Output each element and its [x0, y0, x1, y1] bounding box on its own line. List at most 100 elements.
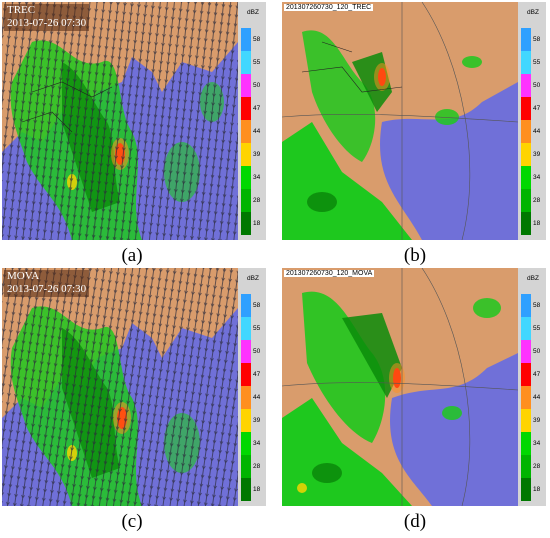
panel-c-title-box: MOVA 2013-07-26 07:30: [4, 270, 90, 297]
colorbar-label: 50: [533, 348, 541, 355]
colorbar-swatch: [241, 340, 251, 363]
colorbar-label: 55: [533, 59, 541, 66]
panel-d-map: 201307260730_120_MOVA: [282, 268, 518, 506]
caption-d: (d): [403, 511, 427, 532]
colorbar-label: 34: [253, 440, 261, 447]
panel-a-map: TREC 2013-07-26 07:30: [2, 2, 238, 240]
panel-d: 201307260730_120_MOVA dBZ 58 55 50 47 44 39 34…: [282, 268, 546, 506]
colorbar-label: 55: [533, 325, 541, 332]
colorbar-label: 58: [533, 302, 541, 309]
colorbar-label: 28: [533, 197, 541, 204]
colorbar-swatch: [521, 409, 531, 432]
caption-b: (b): [403, 245, 427, 266]
colorbar-c: dBZ 58 55 50 47 44 39 34 28 18: [238, 268, 266, 506]
colorbar-swatch: [241, 432, 251, 455]
panel-c-datetime: 2013-07-26 07:30: [7, 283, 87, 295]
panel-b: 201307260730_120_TREC dBZ 58 55 50 47 44 39 34…: [282, 2, 546, 240]
colorbar-swatch: [241, 212, 251, 235]
colorbar-swatch: [521, 478, 531, 501]
colorbar-label: 18: [533, 220, 541, 227]
colorbar-label: 50: [253, 82, 261, 89]
colorbar-swatch: [521, 317, 531, 340]
colorbar-swatch: [521, 166, 531, 189]
colorbar-label: 18: [533, 486, 541, 493]
colorbar-swatch: [241, 478, 251, 501]
colorbar-label: 55: [253, 325, 261, 332]
panel-c-title: MOVA: [7, 270, 40, 282]
colorbar-swatch: [521, 28, 531, 51]
colorbar-swatch: [241, 97, 251, 120]
panel-c-map: MOVA 2013-07-26 07:30: [2, 268, 238, 506]
colorbar-swatch: [241, 74, 251, 97]
colorbar-swatch: [521, 120, 531, 143]
colorbar-swatch: [521, 455, 531, 478]
colorbar-swatch: [521, 386, 531, 409]
colorbar-label: 44: [253, 128, 261, 135]
panel-a-datetime: 2013-07-26 07:30: [7, 17, 87, 29]
panel-b-stamp: 201307260730_120_TREC: [284, 4, 374, 11]
colorbar-swatch: [241, 409, 251, 432]
colorbar-swatch: [241, 455, 251, 478]
caption-c: (c): [121, 511, 143, 532]
colorbar-swatch: [521, 212, 531, 235]
colorbar-label: 58: [253, 36, 261, 43]
colorbar-label: 28: [253, 197, 261, 204]
colorbar-swatch: [521, 294, 531, 317]
colorbar-label: 50: [533, 82, 541, 89]
colorbar-swatch: [521, 432, 531, 455]
colorbar-swatch: [241, 120, 251, 143]
colorbar-label: 28: [253, 463, 261, 470]
colorbar-swatch: [241, 28, 251, 51]
colorbar-swatch: [241, 189, 251, 212]
colorbar-label: 47: [253, 105, 261, 112]
colorbar-swatch: [521, 363, 531, 386]
colorbar-label: 50: [253, 348, 261, 355]
panel-b-map: 201307260730_120_TREC: [282, 2, 518, 240]
colorbar-label: 44: [253, 394, 261, 401]
colorbar-swatch: [241, 386, 251, 409]
colorbar-swatch: [241, 143, 251, 166]
colorbar-swatch: [241, 317, 251, 340]
colorbar-label: 34: [533, 440, 541, 447]
colorbar-swatch: [521, 340, 531, 363]
colorbar-label: 34: [253, 174, 261, 181]
colorbar-label: 58: [533, 36, 541, 43]
panel-d-stamp: 201307260730_120_MOVA: [284, 270, 375, 277]
colorbar-swatch: [241, 166, 251, 189]
colorbar-swatch: [521, 189, 531, 212]
colorbar-unit: dBZ: [247, 9, 259, 16]
colorbar-a: dBZ 58 55 50 47 44 39 34 28 18: [238, 2, 266, 240]
colorbar-label: 18: [253, 220, 261, 227]
colorbar-label: 47: [533, 371, 541, 378]
colorbar-label: 47: [253, 371, 261, 378]
colorbar-label: 39: [533, 417, 541, 424]
colorbar-label: 39: [253, 151, 261, 158]
colorbar-b: dBZ 58 55 50 47 44 39 34 28 18: [518, 2, 546, 240]
colorbar-label: 34: [533, 174, 541, 181]
panel-c: MOVA 2013-07-26 07:30 dBZ 58 55 50 47 44 39 34…: [2, 268, 266, 506]
colorbar-label: 28: [533, 463, 541, 470]
colorbar-unit: dBZ: [527, 9, 539, 16]
colorbar-swatch: [521, 143, 531, 166]
colorbar-label: 44: [533, 128, 541, 135]
colorbar-label: 39: [533, 151, 541, 158]
colorbar-swatch: [241, 363, 251, 386]
colorbar-swatch: [521, 97, 531, 120]
colorbar-swatch: [521, 74, 531, 97]
panel-a-title: TREC: [7, 4, 36, 16]
colorbar-swatch: [241, 294, 251, 317]
colorbar-d: dBZ 58 55 50 47 44 39 34 28 18: [518, 268, 546, 506]
colorbar-label: 47: [533, 105, 541, 112]
colorbar-unit: dBZ: [527, 275, 539, 282]
colorbar-label: 55: [253, 59, 261, 66]
caption-a: (a): [121, 245, 143, 266]
colorbar-swatch: [521, 51, 531, 74]
colorbar-label: 44: [533, 394, 541, 401]
colorbar-label: 39: [253, 417, 261, 424]
colorbar-label: 58: [253, 302, 261, 309]
panel-a: TREC 2013-07-26 07:30 dBZ 58 55 50 47 44 39 34…: [2, 2, 266, 240]
colorbar-swatch: [241, 51, 251, 74]
panel-a-title-box: TREC 2013-07-26 07:30: [4, 4, 90, 31]
colorbar-unit: dBZ: [247, 275, 259, 282]
colorbar-label: 18: [253, 486, 261, 493]
